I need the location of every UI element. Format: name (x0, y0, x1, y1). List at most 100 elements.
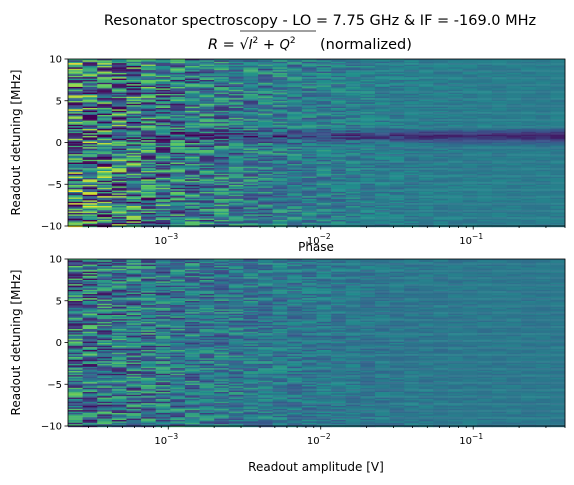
heatmap-cell (68, 73, 83, 75)
heatmap-cell (97, 275, 113, 278)
heatmap-cell (345, 85, 361, 88)
heatmap-cell (418, 154, 434, 156)
heatmap-cell (126, 343, 142, 345)
heatmap-cell (433, 197, 449, 200)
heatmap-cell (418, 61, 434, 64)
heatmap-cell (155, 358, 171, 360)
heatmap-cell (272, 140, 288, 142)
heatmap-cell (97, 273, 113, 275)
heatmap-cell (389, 164, 405, 166)
heatmap-cell (389, 91, 405, 93)
heatmap-cell (535, 185, 551, 187)
heatmap-cell (155, 204, 171, 207)
heatmap-cell (228, 98, 244, 100)
heatmap-cell (243, 75, 259, 78)
heatmap-cell (418, 110, 434, 113)
heatmap-cell (404, 143, 420, 145)
heatmap-cell (126, 372, 142, 374)
heatmap-cell (228, 129, 244, 131)
heatmap-cell (214, 126, 230, 128)
heatmap-cell (82, 390, 98, 393)
heatmap-cell (272, 190, 288, 193)
heatmap-cell (97, 345, 113, 348)
heatmap-cell (68, 320, 83, 323)
heatmap-cell (97, 308, 113, 310)
heatmap-cell (111, 88, 127, 90)
heatmap-cell (82, 171, 98, 173)
heatmap-cell (374, 147, 390, 149)
heatmap-cell (141, 102, 157, 104)
heatmap-cell (462, 154, 478, 156)
heatmap-cell (68, 173, 83, 176)
heatmap-cell (477, 211, 493, 214)
heatmap-cell (521, 200, 537, 202)
heatmap-cell (214, 96, 230, 99)
heatmap-cell (345, 120, 361, 123)
heatmap-cell (126, 138, 142, 141)
heatmap-cell (141, 134, 157, 137)
heatmap-cell (345, 176, 361, 179)
heatmap-cell (258, 204, 273, 207)
heatmap-cell (331, 103, 347, 106)
heatmap-cell (477, 130, 493, 132)
heatmap-cell (126, 194, 142, 197)
heatmap-cell (170, 203, 186, 205)
heatmap-cell (374, 158, 390, 160)
heatmap-cell (141, 312, 157, 314)
heatmap-cell (228, 150, 244, 152)
heatmap-cell (433, 145, 449, 148)
heatmap-cell (374, 74, 390, 76)
heatmap-cell (243, 173, 259, 176)
heatmap-cell (68, 372, 83, 374)
heatmap-cell (374, 59, 390, 61)
heatmap-cell (258, 213, 273, 215)
heatmap-cell (126, 390, 142, 393)
heatmap-cell (389, 178, 405, 180)
heatmap-cell (448, 74, 463, 76)
heatmap-cell (535, 211, 551, 214)
heatmap-cell (141, 210, 157, 212)
heatmap-cell (389, 85, 405, 88)
heatmap-cell (316, 122, 332, 124)
heatmap-cell (155, 116, 171, 118)
heatmap-cell (68, 369, 83, 372)
heatmap-cell (404, 197, 420, 200)
heatmap-cell (360, 71, 376, 74)
heatmap-cell (272, 159, 288, 162)
heatmap-cell (374, 171, 390, 173)
heatmap-cell (68, 295, 83, 297)
heatmap-cell (272, 158, 288, 160)
heatmap-cell (389, 166, 405, 169)
heatmap-cell (535, 136, 551, 138)
heatmap-cell (126, 115, 142, 117)
heatmap-cell (287, 138, 303, 141)
heatmap-cell (374, 123, 390, 125)
heatmap-cell (243, 88, 259, 90)
heatmap-cell (272, 99, 288, 102)
heatmap-cell (97, 214, 113, 216)
heatmap-cell (506, 81, 522, 83)
heatmap-cell (111, 309, 127, 311)
heatmap-cell (199, 137, 215, 139)
heatmap-cell (448, 185, 463, 187)
heatmap-cell (272, 165, 288, 167)
heatmap-cell (506, 182, 522, 184)
heatmap-cell (126, 221, 142, 223)
heatmap-cell (331, 154, 347, 156)
heatmap-cell (155, 102, 171, 104)
heatmap-cell (126, 264, 142, 267)
heatmap-cell (477, 99, 493, 102)
heatmap-cell (448, 147, 463, 149)
heatmap-cell (477, 129, 493, 131)
heatmap-cell (287, 133, 303, 135)
heatmap-cell (258, 182, 273, 184)
heatmap-cell (287, 141, 303, 144)
heatmap-cell (228, 182, 244, 184)
heatmap-cell (155, 302, 171, 304)
heatmap-cell (374, 150, 390, 152)
heatmap-cell (550, 134, 566, 137)
heatmap-cell (316, 222, 332, 225)
heatmap-cell (258, 220, 273, 222)
heatmap-cell (301, 190, 317, 193)
heatmap-cell (243, 92, 259, 95)
